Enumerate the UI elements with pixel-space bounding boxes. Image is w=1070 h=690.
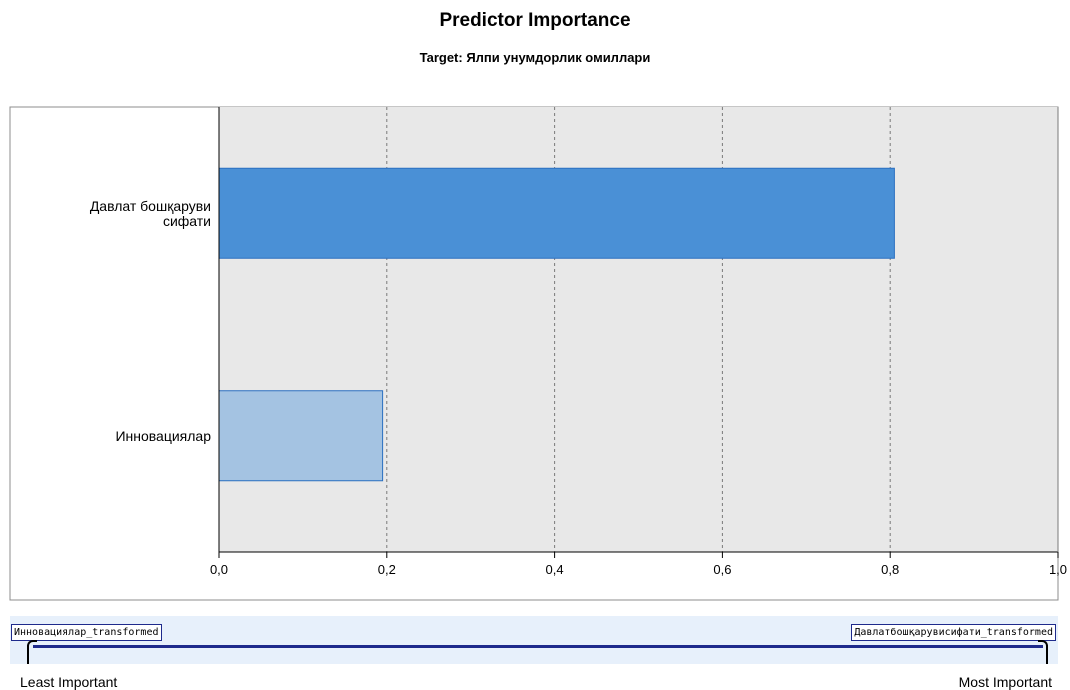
bar-2 (218, 390, 384, 482)
x-tick-label: 0,0 (210, 562, 228, 577)
x-tick-label: 0,4 (546, 562, 564, 577)
chart-title: Predictor Importance (439, 10, 631, 31)
least-important-label: Least Important (20, 674, 118, 690)
slider-left-label: Инновациялар_transformed (11, 624, 162, 641)
slider-right-label: Давлатбошқарувисифати_transformed (851, 624, 1056, 641)
slider-right-handle[interactable] (1038, 640, 1048, 664)
predictor-importance-chart: Давлат бошқарувисифати Инновациялар 0,0 0,2… (9, 106, 1067, 601)
most-important-label: Most Important (958, 674, 1052, 690)
bar-1 (218, 167, 895, 259)
x-tick-label: 0,2 (378, 562, 396, 577)
slider-left-handle[interactable] (27, 640, 37, 664)
category-label: Давлат бошқаруви (90, 198, 211, 214)
x-tick-label: 0,6 (713, 562, 731, 577)
slider-track[interactable] (33, 645, 1043, 648)
category-label: Инновациялар (115, 428, 211, 444)
x-tick-label: 1,0 (1049, 562, 1067, 577)
chart-subtitle: Target: Ялпи унумдорлик омиллари (419, 50, 651, 65)
x-tick-label: 0,8 (881, 562, 899, 577)
category-label: сифати (163, 213, 211, 229)
